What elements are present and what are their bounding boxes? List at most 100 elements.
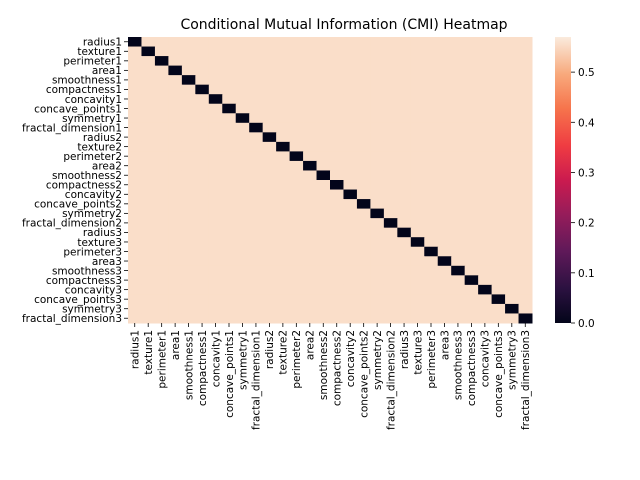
heatmap-cell [505,227,520,238]
heatmap-cell [437,227,452,238]
heatmap-cell [330,208,344,219]
heatmap-cell [235,294,250,305]
heatmap-cell [208,256,223,267]
heatmap-cell [235,256,250,267]
heatmap-cell [330,56,344,67]
heatmap-cell [181,275,196,286]
heatmap-cell [222,84,237,95]
heatmap-cell [330,265,344,276]
heatmap-cell [208,218,223,229]
heatmap-cell [141,256,156,267]
heatmap-cell [397,218,412,229]
heatmap-cell-diagonal [464,275,479,286]
heatmap-cell [343,294,358,305]
x-tick-label: concave_points1 [224,330,236,418]
heatmap-cell [330,141,344,152]
heatmap-cell [168,246,183,257]
heatmap-cell [316,246,331,257]
heatmap-cell [424,122,439,133]
heatmap-cell [154,265,169,276]
heatmap-cell-diagonal [437,256,452,267]
heatmap-cell [451,275,466,286]
heatmap-cell [222,227,237,238]
heatmap-cell [262,170,277,181]
heatmap-cell [289,303,304,314]
heatmap-cell [451,199,466,210]
heatmap-cell [505,132,520,143]
heatmap-cell [168,75,183,86]
heatmap-cell [316,37,331,48]
heatmap-cell [343,170,358,181]
x-tick-label: symmetry3 [507,330,519,390]
heatmap-cell [316,65,331,76]
heatmap-cell [168,151,183,162]
heatmap-cell [168,141,183,152]
heatmap-cell [262,160,277,171]
heatmap-cell [303,189,318,200]
heatmap-cell [222,56,237,67]
heatmap-cell [410,189,425,200]
heatmap-cell [249,37,264,48]
heatmap-cell [181,303,196,314]
heatmap-cell [437,46,452,57]
heatmap-cell [451,256,466,267]
heatmap-cell [316,103,331,114]
heatmap-cell [168,208,183,219]
heatmap-cell [505,199,520,210]
heatmap-cell [289,160,304,171]
heatmap-cell-diagonal [289,151,304,162]
heatmap-cell [181,256,196,267]
heatmap-cell [195,275,210,286]
heatmap-cell [356,46,371,57]
heatmap-cell [262,180,277,191]
x-tick-label: concavity2 [345,330,357,387]
heatmap-cell [397,65,412,76]
heatmap-cell [370,122,385,133]
heatmap-cell [464,151,479,162]
heatmap-cell [478,84,493,95]
heatmap-cell [154,189,169,200]
heatmap-cell [343,132,358,143]
heatmap-cell [370,180,385,191]
heatmap-cell-diagonal [410,237,425,248]
heatmap-cell [303,37,318,48]
heatmap-cell [356,265,371,276]
heatmap-cell [356,313,371,324]
y-tick-label: fractal_dimension2 [22,218,122,230]
heatmap-cell [316,160,331,171]
heatmap-cell [518,208,533,219]
y-tick-label: texture3 [77,237,122,249]
heatmap-cell [330,189,344,200]
y-tick-label: smoothness1 [52,75,122,87]
heatmap-cell-diagonal [316,170,331,181]
heatmap-cell [141,132,156,143]
heatmap-cell [370,313,385,324]
heatmap-cell [383,284,398,295]
heatmap-cell [330,256,344,267]
heatmap-cell [289,189,304,200]
heatmap-cell [168,256,183,267]
heatmap-cell [181,189,196,200]
heatmap-cell [168,170,183,181]
heatmap-cell [262,208,277,219]
heatmap-cell [289,199,304,210]
heatmap-cell [478,65,493,76]
heatmap-cell [222,65,237,76]
heatmap-cell [128,94,142,105]
heatmap-cell [478,122,493,133]
heatmap-cell [451,84,466,95]
heatmap-cell [128,65,142,76]
y-tick-label: perimeter3 [63,246,122,258]
heatmap-cell [181,103,196,114]
heatmap-cell [141,103,156,114]
heatmap-cell [316,313,331,324]
heatmap-cell [303,218,318,229]
heatmap-cell [330,294,344,305]
heatmap-cell [222,94,237,105]
heatmap-cell [249,103,264,114]
heatmap-cell [289,141,304,152]
heatmap-cell [276,160,291,171]
heatmap-cell [491,141,506,152]
heatmap-cell-diagonal [235,113,250,124]
heatmap-cell [424,303,439,314]
